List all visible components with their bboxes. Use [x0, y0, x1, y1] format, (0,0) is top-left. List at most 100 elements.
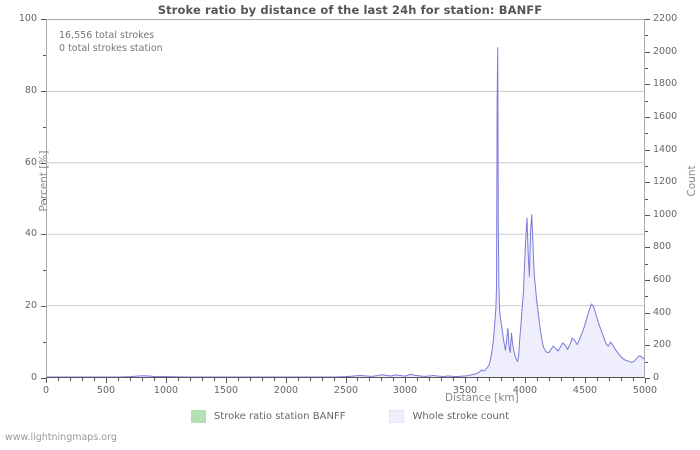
tick-label: 20 — [24, 300, 37, 311]
tick-label: 2500 — [333, 385, 359, 396]
tick-mark — [585, 378, 586, 383]
tick-label: 4000 — [512, 385, 538, 396]
tick-label: 0 — [30, 372, 37, 383]
tick-mark — [609, 378, 610, 381]
tick-mark — [645, 378, 646, 383]
x-axis-label: Distance [km] — [445, 392, 519, 404]
tick-mark — [501, 378, 502, 381]
tick-mark — [645, 280, 650, 281]
tick-mark — [525, 378, 526, 383]
tick-mark — [142, 378, 143, 381]
legend-swatch-icon — [190, 410, 206, 423]
tick-mark — [549, 378, 550, 381]
tick-mark — [633, 378, 634, 381]
stroke-count-series — [47, 20, 644, 377]
tick-mark — [645, 329, 648, 330]
legend-item-whole-stroke-count[interactable]: Whole stroke count — [389, 410, 509, 423]
tick-mark — [645, 52, 650, 53]
tick-mark — [130, 378, 131, 381]
tick-mark — [645, 150, 650, 151]
tick-label: 400 — [653, 307, 672, 318]
annotation-total-strokes: 16,556 total strokes — [59, 30, 155, 41]
gridlines — [47, 20, 644, 377]
chart-title: Stroke ratio by distance of the last 24h… — [157, 3, 543, 17]
annotation-station-strokes: 0 total strokes station — [59, 43, 163, 54]
tick-mark — [334, 378, 335, 381]
tick-mark — [645, 231, 648, 232]
tick-mark — [202, 378, 203, 381]
tick-mark — [645, 296, 648, 297]
tick-mark — [645, 362, 648, 363]
tick-mark — [405, 378, 406, 383]
tick-mark — [70, 378, 71, 381]
tick-label: 3500 — [452, 385, 478, 396]
tick-label: 0 — [653, 372, 660, 383]
tick-mark — [46, 378, 47, 383]
tick-mark — [645, 215, 650, 216]
tick-mark — [43, 270, 46, 271]
tick-mark — [154, 378, 155, 381]
tick-mark — [41, 378, 46, 379]
chart-legend: Stroke ratio station BANFF Whole stroke … — [0, 410, 700, 423]
tick-label: 2200 — [653, 13, 678, 24]
tick-mark — [561, 378, 562, 381]
tick-mark — [393, 378, 394, 381]
tick-label: 500 — [96, 385, 116, 396]
tick-mark — [537, 378, 538, 381]
tick-mark — [621, 378, 622, 381]
tick-mark — [453, 378, 454, 381]
tick-mark — [94, 378, 95, 381]
tick-mark — [645, 133, 648, 134]
tick-mark — [250, 378, 251, 381]
tick-mark — [465, 378, 466, 383]
tick-mark — [513, 378, 514, 381]
tick-label: 1800 — [653, 78, 678, 89]
tick-label: 5000 — [632, 385, 658, 396]
tick-mark — [429, 378, 430, 381]
tick-mark — [118, 378, 119, 381]
footer-url: www.lightningmaps.org — [5, 432, 117, 443]
tick-mark — [82, 378, 83, 381]
y-axis-left-label: Percent [%] — [38, 150, 50, 212]
tick-mark — [166, 378, 167, 383]
tick-label: 4500 — [572, 385, 598, 396]
tick-mark — [645, 84, 650, 85]
tick-mark — [573, 378, 574, 381]
tick-mark — [262, 378, 263, 381]
tick-mark — [43, 342, 46, 343]
plot-annotation: 16,556 total strokes 0 total strokes sta… — [59, 29, 163, 55]
tick-label: 80 — [24, 85, 37, 96]
tick-label: 0 — [42, 385, 50, 396]
tick-mark — [41, 91, 46, 92]
tick-mark — [58, 378, 59, 381]
tick-label: 3000 — [392, 385, 418, 396]
tick-mark — [41, 19, 46, 20]
tick-mark — [274, 378, 275, 381]
tick-label: 1000 — [153, 385, 179, 396]
tick-label: 2000 — [273, 385, 299, 396]
tick-mark — [477, 378, 478, 381]
tick-mark — [645, 35, 648, 36]
tick-label: 1600 — [653, 111, 678, 122]
tick-label: 2000 — [653, 46, 678, 57]
tick-mark — [43, 55, 46, 56]
tick-mark — [597, 378, 598, 381]
tick-mark — [645, 182, 650, 183]
tick-mark — [645, 68, 648, 69]
tick-mark — [441, 378, 442, 381]
tick-label: 1200 — [653, 176, 678, 187]
tick-mark — [417, 378, 418, 381]
tick-mark — [381, 378, 382, 381]
tick-mark — [645, 345, 650, 346]
tick-label: 1000 — [653, 209, 678, 220]
tick-mark — [178, 378, 179, 381]
tick-mark — [645, 199, 648, 200]
tick-mark — [645, 19, 650, 20]
legend-item-stroke-ratio[interactable]: Stroke ratio station BANFF — [190, 410, 345, 423]
tick-label: 600 — [653, 274, 672, 285]
tick-label: 200 — [653, 339, 672, 350]
tick-mark — [310, 378, 311, 381]
tick-mark — [645, 264, 648, 265]
tick-mark — [322, 378, 323, 381]
tick-mark — [645, 101, 648, 102]
